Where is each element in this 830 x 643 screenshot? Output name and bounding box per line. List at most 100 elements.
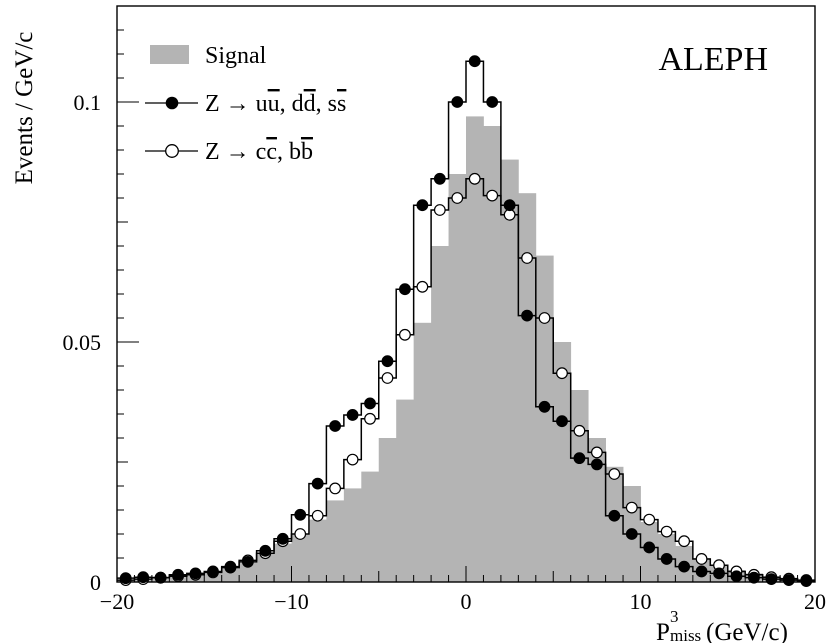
uds-series-point bbox=[800, 575, 813, 587]
x-axis-label-unit: (GeV/c) bbox=[706, 619, 788, 643]
axis-ticks: −20 −10 0 10 20 0 0.05 0.1 bbox=[63, 5, 826, 614]
uds-series-point bbox=[748, 571, 760, 584]
x-axis-label-base: P bbox=[656, 619, 670, 643]
uds-series-point bbox=[451, 96, 464, 108]
x-tick-label: −10 bbox=[274, 589, 308, 614]
uds-series-point bbox=[643, 541, 656, 554]
cb-series-point bbox=[590, 446, 603, 459]
x-tick-label: 20 bbox=[804, 589, 826, 614]
legend-label-uds: Z → uu, dd, ss bbox=[205, 91, 346, 117]
signal-bar bbox=[588, 438, 606, 582]
uds-series-point bbox=[189, 567, 202, 580]
cb-series-point bbox=[556, 367, 568, 380]
uds-series-point bbox=[154, 571, 167, 584]
y-tick-label: 0.05 bbox=[63, 330, 102, 355]
cb-series-point bbox=[468, 172, 481, 185]
signal-bar bbox=[326, 500, 345, 582]
signal-bar bbox=[553, 342, 572, 582]
cb-series-point bbox=[433, 204, 446, 216]
uds-series-point bbox=[678, 560, 691, 573]
uds-series-point bbox=[241, 555, 254, 568]
data-series bbox=[117, 55, 815, 587]
legend-marker-cb bbox=[165, 144, 179, 158]
signal-histogram bbox=[117, 116, 816, 583]
uds-series-point bbox=[137, 571, 150, 584]
uds-series-point bbox=[119, 572, 132, 585]
signal-bar bbox=[535, 255, 554, 582]
legend-marker-uds bbox=[165, 96, 179, 110]
legend-swatch-signal bbox=[150, 45, 189, 64]
x-tick-label: 10 bbox=[630, 589, 652, 614]
logo-text: ALEPH bbox=[658, 41, 768, 78]
uds-series-point bbox=[311, 477, 324, 490]
uds-series-point bbox=[433, 172, 446, 185]
uds-series-point bbox=[713, 567, 725, 580]
uds-series-point bbox=[782, 574, 795, 586]
x-tick-label: 0 bbox=[461, 589, 472, 614]
uds-series-point bbox=[364, 397, 376, 410]
uds-series-point bbox=[294, 508, 307, 521]
cb-series-point bbox=[521, 252, 533, 264]
legend: Signal Z → uu, dd, ss Z → cc, bb bbox=[145, 43, 346, 165]
uds-series-point bbox=[556, 415, 568, 428]
cb-series-point bbox=[364, 412, 376, 425]
legend-label-cb: Z → cc, bb bbox=[205, 139, 313, 165]
signal-bar bbox=[466, 116, 484, 583]
uds-series-point bbox=[329, 420, 342, 432]
uds-series-point bbox=[172, 568, 184, 581]
cb-series-point bbox=[608, 468, 621, 480]
uds-series-point bbox=[207, 565, 219, 578]
uds-series-point bbox=[399, 283, 411, 296]
uds-series-point bbox=[486, 96, 499, 108]
signal-bar bbox=[308, 519, 327, 582]
uds-series-point bbox=[521, 309, 533, 322]
uds-series-point bbox=[381, 355, 394, 368]
uds-series-point bbox=[573, 452, 586, 465]
y-axis-label: Events / GeV/c bbox=[11, 32, 38, 185]
cb-series-point bbox=[381, 372, 394, 384]
legend-label-signal: Signal bbox=[205, 43, 267, 69]
uds-series-step-line bbox=[117, 60, 815, 582]
uds-series-point bbox=[538, 400, 551, 413]
signal-bar bbox=[431, 246, 449, 582]
x-tick-label: −20 bbox=[100, 589, 134, 614]
x-axis-label: P 3 miss (GeV/c) bbox=[656, 607, 788, 643]
uds-series-point bbox=[608, 509, 621, 522]
x-axis-label-sub: miss bbox=[670, 626, 701, 643]
uds-series-point bbox=[346, 409, 359, 421]
cb-series-point bbox=[294, 528, 307, 540]
uds-series-point bbox=[765, 573, 778, 586]
uds-series-point bbox=[468, 55, 481, 68]
signal-bar bbox=[448, 174, 467, 582]
cb-series-point bbox=[311, 509, 324, 522]
uds-series-point bbox=[660, 553, 673, 565]
uds-series-point bbox=[416, 199, 429, 212]
uds-series-point bbox=[625, 528, 638, 540]
signal-bar bbox=[343, 488, 362, 582]
uds-series-point bbox=[590, 458, 603, 471]
uds-series-point bbox=[276, 532, 289, 545]
signal-bar bbox=[500, 159, 519, 582]
cb-series-point bbox=[538, 312, 551, 324]
cb-series-point bbox=[346, 453, 359, 466]
uds-series-point bbox=[259, 544, 272, 557]
cb-series-point bbox=[451, 192, 464, 204]
x-axis-label-sup: 3 bbox=[670, 607, 679, 626]
signal-bar bbox=[221, 568, 240, 582]
signal-bar bbox=[239, 562, 257, 582]
signal-bar bbox=[378, 438, 397, 582]
signal-bar bbox=[396, 399, 415, 582]
cb-series-point bbox=[573, 424, 586, 437]
cb-series-point bbox=[678, 535, 691, 548]
cb-series-point bbox=[625, 501, 638, 514]
cb-series-point bbox=[695, 553, 708, 565]
cb-series-point bbox=[660, 525, 673, 538]
signal-bar bbox=[518, 193, 537, 582]
y-tick-label: 0.1 bbox=[74, 90, 102, 115]
signal-bar bbox=[605, 466, 624, 582]
uds-series-point bbox=[695, 565, 708, 578]
y-tick-label: 0 bbox=[90, 570, 101, 595]
uds-series-point bbox=[730, 570, 743, 583]
signal-bar bbox=[274, 543, 292, 582]
